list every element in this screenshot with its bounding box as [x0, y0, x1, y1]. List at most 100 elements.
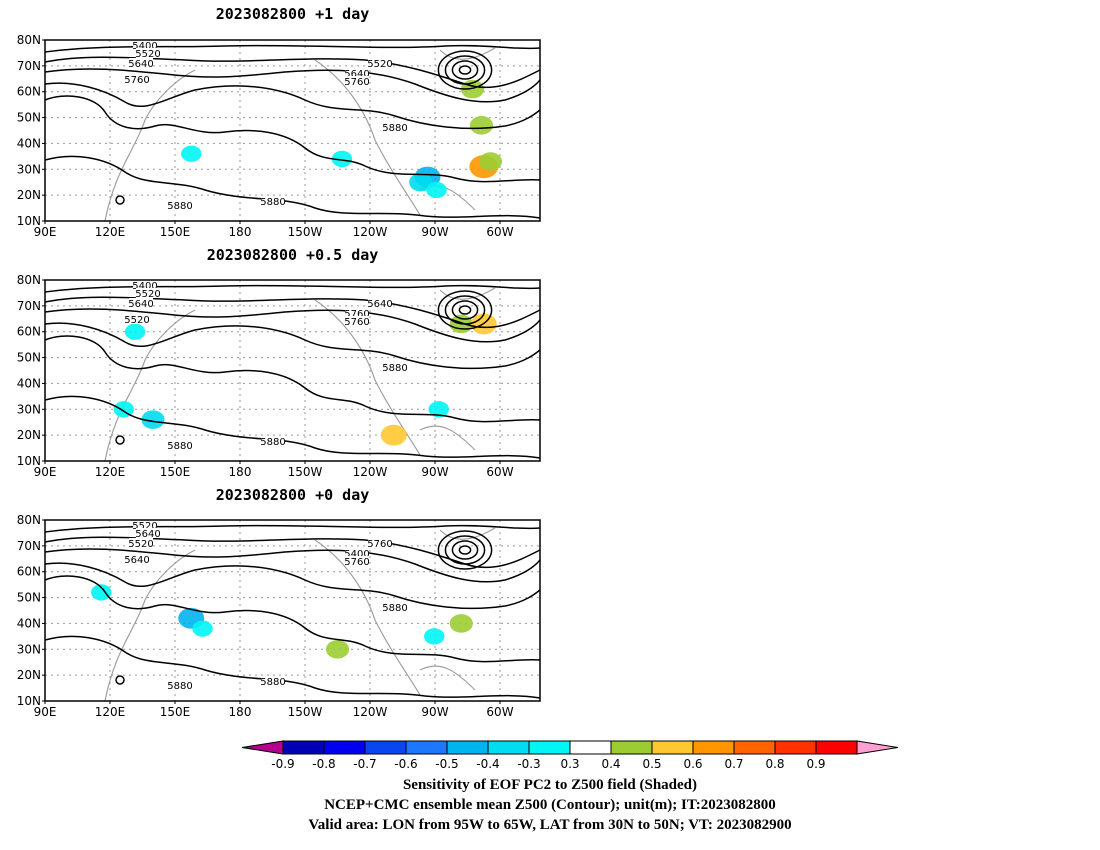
z500-contours — [44, 44, 541, 219]
lon-tick-label: 120E — [95, 705, 126, 719]
colorbar-label: -0.3 — [517, 757, 540, 771]
contour-label: 5640 — [367, 299, 392, 310]
closed-low-contour — [437, 530, 493, 570]
contour-label: 5760 — [344, 317, 369, 328]
contour-label-bg — [133, 280, 157, 290]
contour-label-bg — [133, 520, 157, 530]
lon-tick-label: 60W — [486, 225, 513, 239]
z500-contour-line — [44, 322, 541, 370]
contour-label-bg — [368, 538, 392, 548]
contour-label: 5880 — [260, 437, 285, 448]
lat-tick-label: 20N — [17, 428, 41, 442]
coastline-north-america — [314, 59, 421, 216]
coastline-gulf — [419, 425, 476, 451]
shaded-sensitivity-area — [380, 424, 407, 446]
lat-tick-label: 20N — [17, 668, 41, 682]
colorbar-segment — [569, 740, 612, 755]
lat-tick-label: 30N — [17, 642, 41, 656]
contour-label-bg — [125, 554, 149, 564]
shaded-sensitivity-area — [91, 584, 112, 601]
shaded-sensitivity-area — [181, 145, 202, 162]
lat-tick-label: 10N — [17, 694, 41, 708]
lat-tick-label: 70N — [17, 539, 41, 553]
contour-label-bg — [261, 436, 285, 446]
z500-contours — [44, 524, 541, 699]
panel-title-3: 2023082800 +0 day — [215, 486, 370, 504]
coastline-greenland — [439, 287, 496, 300]
closed-low-contour — [451, 300, 479, 320]
colorbar-label: 0.8 — [765, 757, 784, 771]
z500-contour-line — [44, 524, 541, 533]
contour-label: 5640 — [128, 59, 153, 70]
closed-low-contour — [458, 65, 472, 75]
colorbar-label: -0.6 — [394, 757, 417, 771]
contour-label: 5760 — [124, 75, 149, 86]
lat-tick-label: 80N — [17, 273, 41, 287]
coastline-greenland — [439, 47, 496, 60]
colorbar-segment — [323, 740, 366, 755]
colorbar-segment — [692, 740, 735, 755]
closed-low-contour — [458, 545, 472, 555]
colorbar-label: -0.8 — [312, 757, 335, 771]
lon-tick-label: 150W — [288, 465, 323, 479]
lon-tick-label: 90W — [421, 225, 448, 239]
colorbar-segment — [610, 740, 653, 755]
contour-label: 5400 — [132, 41, 157, 52]
contour-label-bg — [345, 308, 369, 318]
map-frame-border — [44, 519, 541, 702]
contour-label-bg — [383, 362, 407, 372]
contour-label-bg — [136, 528, 160, 538]
colorbar-segment — [446, 740, 489, 755]
closed-low-contour — [444, 295, 486, 325]
shaded-sensitivity-area — [113, 401, 134, 418]
contour-label-bg — [383, 122, 407, 132]
closed-high-contour — [115, 435, 125, 445]
colorbar-label: 0.9 — [806, 757, 825, 771]
lat-tick-label: 10N — [17, 454, 41, 468]
colorbar-label: 0.4 — [601, 757, 620, 771]
z500-contour-line — [44, 335, 541, 423]
lat-tick-label: 40N — [17, 136, 41, 150]
colorbar-segment — [528, 740, 571, 755]
map-frame-background — [45, 40, 540, 221]
shaded-sensitivity-area — [409, 172, 433, 192]
lat-tick-label: 50N — [17, 351, 41, 365]
contour-label-bg — [168, 680, 192, 690]
contour-label-bg — [129, 538, 153, 548]
z500-contour-line — [44, 44, 541, 53]
colorbar-label: -0.4 — [476, 757, 499, 771]
contour-label: 5520 — [128, 539, 153, 550]
contour-label: 5640 — [128, 299, 153, 310]
map-frame-background — [45, 280, 540, 461]
lon-tick-label: 60W — [486, 465, 513, 479]
contour-label: 5880 — [382, 363, 407, 374]
contour-label: 5520 — [135, 289, 160, 300]
closed-low-contour — [458, 305, 472, 315]
contour-label-bg — [129, 58, 153, 68]
lon-tick-label: 90E — [34, 465, 57, 479]
z500-contour-line — [44, 68, 541, 103]
contour-label-bg — [133, 40, 157, 50]
lat-tick-label: 30N — [17, 402, 41, 416]
lon-tick-label: 90W — [421, 465, 448, 479]
lat-tick-label: 80N — [17, 513, 41, 527]
contour-label: 5880 — [260, 197, 285, 208]
lat-tick-label: 10N — [17, 214, 41, 228]
lon-tick-label: 180 — [229, 225, 252, 239]
contour-label: 5400 — [132, 281, 157, 292]
closed-low-contour — [444, 535, 486, 565]
colorbar-segment — [733, 740, 776, 755]
map-frame-background — [45, 520, 540, 701]
closed-low-contour — [451, 60, 479, 80]
contour-label-bg — [368, 58, 392, 68]
contour-label-bg — [168, 200, 192, 210]
contour-label-bg — [345, 556, 369, 566]
lat-tick-label: 30N — [17, 162, 41, 176]
lon-tick-label: 180 — [229, 705, 252, 719]
contour-label: 5520 — [124, 315, 149, 326]
contour-label: 5880 — [382, 123, 407, 134]
contour-label-bg — [345, 316, 369, 326]
lat-tick-label: 50N — [17, 591, 41, 605]
